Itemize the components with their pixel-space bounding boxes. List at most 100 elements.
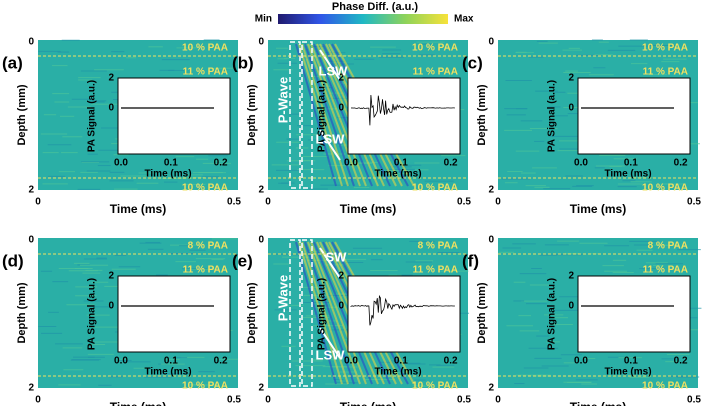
signal xyxy=(350,294,455,326)
wave xyxy=(307,241,361,385)
y-tick: 0 xyxy=(488,235,494,246)
inset-x-label: Time (ms) xyxy=(144,367,191,378)
inset xyxy=(347,77,461,155)
y-tick: 0 xyxy=(488,37,494,48)
inset xyxy=(577,275,691,353)
y-tick: 2 xyxy=(488,185,494,196)
annotation: P-Wave xyxy=(275,77,290,123)
wave xyxy=(298,241,343,385)
inset-y-tick: 0 xyxy=(108,301,114,312)
x-tick: 0.5 xyxy=(457,395,471,406)
inset-y-label: PA Signal (a.u.) xyxy=(87,278,98,350)
inset-y-tick: 0 xyxy=(568,103,574,114)
zone-label: 10 % PAA xyxy=(182,381,228,392)
signal xyxy=(350,94,455,126)
wave xyxy=(295,43,337,187)
y-axis-label: Depth (mm) xyxy=(16,282,28,343)
wave xyxy=(304,43,355,187)
colorbar-min: Min xyxy=(255,14,272,25)
inset-x-tick: 0.2 xyxy=(674,356,688,367)
inset-y-tick: 2 xyxy=(568,73,574,84)
inset-x-tick: 0.1 xyxy=(394,158,408,169)
wave xyxy=(298,43,343,187)
zone-label: 10 % PAA xyxy=(182,183,228,194)
box xyxy=(301,41,313,189)
inset-x-label: Time (ms) xyxy=(374,169,421,180)
x-tick: 0 xyxy=(495,395,501,406)
inset-x-tick: 0.0 xyxy=(114,158,128,169)
inset-x-tick: 0.2 xyxy=(214,158,228,169)
x-tick: 0 xyxy=(35,197,41,208)
y-tick: 0 xyxy=(28,235,34,246)
panel-label: (e) xyxy=(232,251,253,270)
wave xyxy=(313,43,373,187)
annotation: SW xyxy=(326,249,348,264)
x-axis-label: Time (ms) xyxy=(570,202,626,216)
y-axis-label: Depth (mm) xyxy=(16,84,28,145)
inset-x-tick: 0.1 xyxy=(164,356,178,367)
zone-label: 8 % PAA xyxy=(418,241,458,252)
x-tick: 0.5 xyxy=(457,197,471,208)
x-axis-label: Time (ms) xyxy=(110,400,166,406)
zone-label: 8 % PAA xyxy=(188,241,228,252)
inset-x-tick: 0.1 xyxy=(164,158,178,169)
y-axis-label: Depth (mm) xyxy=(476,282,488,343)
inset-x-tick: 0.1 xyxy=(624,356,638,367)
zone-label: 10 % PAA xyxy=(182,43,228,54)
y-axis-label: Depth (mm) xyxy=(476,84,488,145)
panel-label: (f) xyxy=(462,251,479,270)
inset-x-tick: 0.2 xyxy=(214,356,228,367)
wave xyxy=(301,43,349,187)
x-tick: 0.5 xyxy=(687,197,701,208)
zone-label: 10 % PAA xyxy=(412,183,458,194)
arrow xyxy=(319,129,341,161)
arrow xyxy=(319,49,341,81)
inset-x-tick: 0.0 xyxy=(344,158,358,169)
wave xyxy=(295,241,337,385)
x-tick: 0 xyxy=(495,197,501,208)
zone-label: 8 % PAA xyxy=(648,241,688,252)
box xyxy=(289,239,301,387)
wave xyxy=(313,241,373,385)
inset-y-tick: 0 xyxy=(338,301,344,312)
x-axis-label: Time (ms) xyxy=(340,202,396,216)
box xyxy=(289,41,301,189)
box xyxy=(301,239,313,387)
y-tick: 0 xyxy=(258,37,264,48)
inset-x-tick: 0.0 xyxy=(344,356,358,367)
inset-x-tick: 0.2 xyxy=(444,158,458,169)
inset-y-tick: 0 xyxy=(338,103,344,114)
panel-label: (b) xyxy=(232,53,254,72)
y-tick: 0 xyxy=(258,235,264,246)
zone-label: 11 % PAA xyxy=(643,265,688,276)
colorbar-max: Max xyxy=(454,14,474,25)
inset-x-tick: 0.0 xyxy=(574,158,588,169)
inset-y-tick: 2 xyxy=(108,73,114,84)
wave xyxy=(301,241,349,385)
inset-x-label: Time (ms) xyxy=(374,367,421,378)
x-tick: 0 xyxy=(265,197,271,208)
zone-label: 11 % PAA xyxy=(413,67,458,78)
x-axis-label: Time (ms) xyxy=(570,400,626,406)
zone-label: 11 % PAA xyxy=(413,265,458,276)
inset-x-tick: 0.2 xyxy=(674,158,688,169)
inset-y-tick: 2 xyxy=(108,271,114,282)
inset-y-tick: 2 xyxy=(568,271,574,282)
x-tick: 0 xyxy=(35,395,41,406)
inset-y-tick: 0 xyxy=(108,103,114,114)
inset-x-tick: 0.2 xyxy=(444,356,458,367)
zone-label: 11 % PAA xyxy=(183,67,228,78)
inset-y-label: PA Signal (a.u.) xyxy=(87,80,98,152)
inset-y-label: PA Signal (a.u.) xyxy=(317,278,328,350)
inset xyxy=(577,77,691,155)
y-tick: 2 xyxy=(28,185,34,196)
panel-label: (a) xyxy=(2,53,23,72)
arrow xyxy=(319,247,341,279)
annotation: LSW xyxy=(319,63,349,78)
zone-label: 10 % PAA xyxy=(642,43,688,54)
inset-x-label: Time (ms) xyxy=(604,169,651,180)
colorbar-title: Phase Diff. (a.u.) xyxy=(332,1,419,13)
inset-x-label: Time (ms) xyxy=(144,169,191,180)
wave xyxy=(310,43,367,187)
